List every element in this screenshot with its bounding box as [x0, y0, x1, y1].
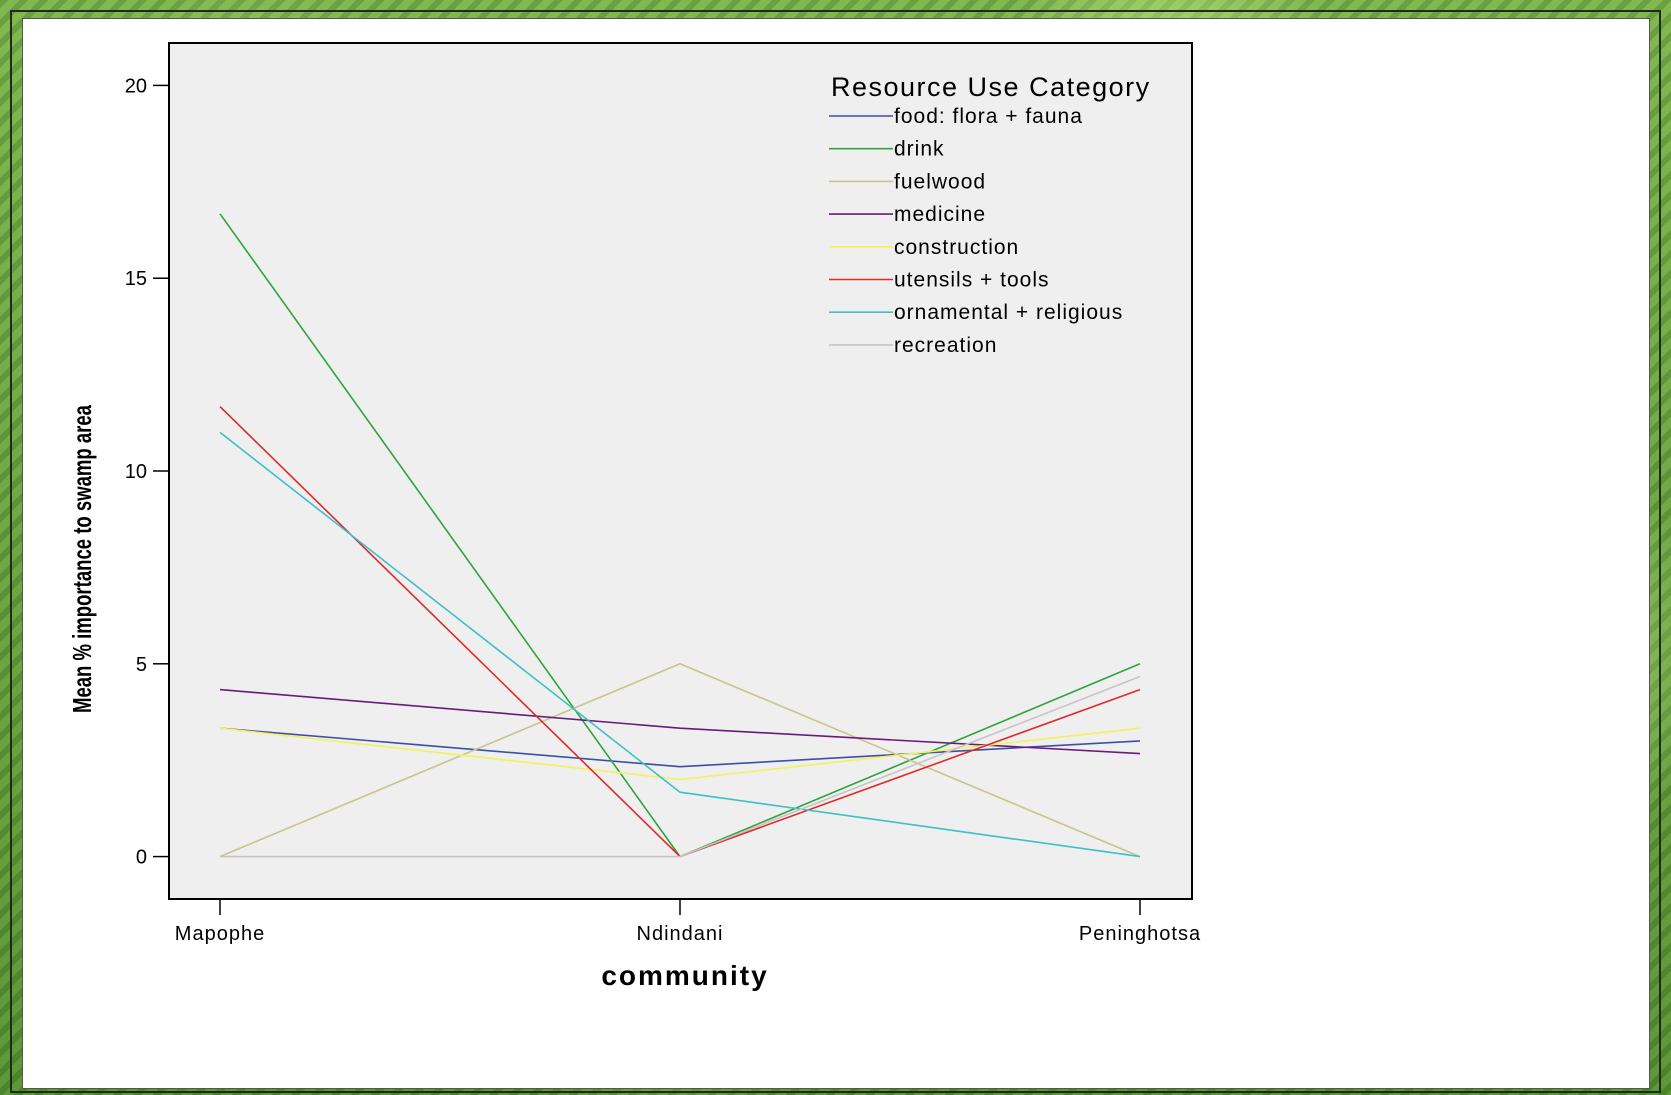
legend-label: food: flora + fauna	[894, 105, 1083, 128]
legend-label: ornamental + religious	[894, 301, 1123, 324]
y-tick-label: 0	[136, 847, 147, 869]
chart-panel: 0 5 10 15 20 Mapophe Ndindani Peninghotsa Resou…	[22, 18, 1650, 1089]
x-tick-label: Mapophe	[175, 923, 265, 945]
y-tick-label: 15	[125, 268, 147, 290]
y-tick-label: 5	[136, 654, 147, 676]
legend: Resource Use Category food: flora + faun…	[829, 72, 1151, 357]
legend-label: medicine	[894, 203, 986, 226]
x-tick-label: Peninghotsa	[1079, 923, 1201, 945]
y-axis-title: Mean % importance to swamp area	[67, 405, 97, 713]
slide-frame	[10, 10, 1661, 1093]
series-line	[219, 727, 1141, 768]
plot-area	[168, 42, 1193, 900]
legend-title: Resource Use Category	[831, 72, 1151, 102]
y-tick-label: 20	[125, 75, 147, 97]
legend-label: utensils + tools	[894, 269, 1050, 292]
series-line	[220, 675, 1141, 858]
x-axis-title: community	[601, 960, 768, 991]
legend-label: drink	[894, 138, 945, 161]
series-line	[219, 662, 1141, 858]
line-chart: 0 5 10 15 20 Mapophe Ndindani Peninghotsa Resou…	[67, 42, 1201, 991]
axes-layer: 0 5 10 15 20 Mapophe Ndindani Peninghotsa	[125, 75, 1201, 945]
legend-label: fuelwood	[894, 170, 986, 193]
y-tick-label: 10	[125, 461, 147, 483]
x-tick-label: Ndindani	[637, 923, 724, 945]
legend-label: construction	[894, 236, 1019, 259]
series-line	[219, 431, 1141, 858]
series-layer	[219, 213, 1141, 858]
legend-label: recreation	[894, 334, 997, 357]
